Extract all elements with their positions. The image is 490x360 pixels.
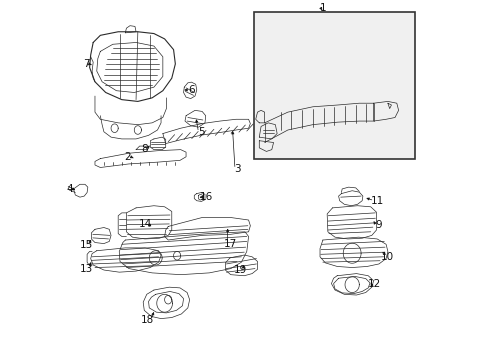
Bar [254,12,415,158]
Text: 10: 10 [381,252,394,262]
Text: 2: 2 [124,152,131,162]
Text: 4: 4 [67,184,74,194]
Text: 11: 11 [370,196,384,206]
Text: 14: 14 [138,219,151,229]
Text: 6: 6 [188,85,195,95]
Text: 16: 16 [200,192,213,202]
Text: 7: 7 [83,59,89,69]
Text: 12: 12 [368,279,381,289]
Text: 19: 19 [234,265,247,275]
Text: 9: 9 [375,220,382,230]
Text: 18: 18 [141,315,154,325]
Text: 13: 13 [79,264,93,274]
Text: 17: 17 [223,239,237,249]
Text: 15: 15 [79,240,93,250]
Text: 3: 3 [235,164,241,174]
Text: 5: 5 [198,127,205,138]
Text: 1: 1 [320,3,327,13]
Text: 8: 8 [141,144,147,154]
